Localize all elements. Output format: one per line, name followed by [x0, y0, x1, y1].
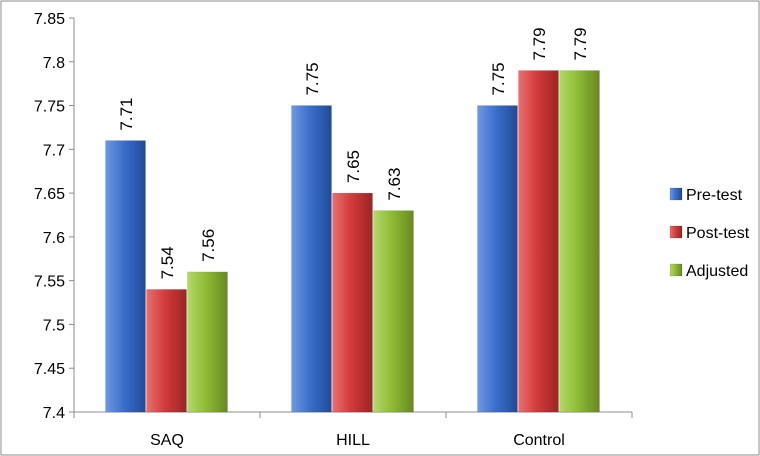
y-tick-label: 7.5	[43, 317, 65, 334]
x-category-label: HILL	[336, 432, 370, 449]
y-tick-label: 7.85	[34, 11, 65, 28]
y-tick-label: 7.7	[43, 142, 65, 159]
legend-swatch	[669, 263, 683, 277]
x-category-label: SAQ	[150, 432, 184, 449]
bar-adjusted-saq	[187, 271, 228, 413]
data-label: 7.75	[489, 62, 508, 95]
data-label: 7.56	[199, 229, 218, 262]
x-category-label: Control	[513, 432, 565, 449]
bar-adjusted-control	[559, 70, 600, 413]
bar-adjusted-hill	[373, 210, 414, 413]
legend-label: Post-test	[686, 225, 750, 242]
y-tick-label: 7.4	[43, 405, 65, 422]
y-tick-label: 7.45	[34, 361, 65, 378]
data-label: 7.54	[158, 246, 177, 279]
axes-group: 7.4 7.45 7.5 7.55 7.6 7.65 7.7 7.75 7.8 7.85 SAQ HI…	[34, 11, 633, 449]
bar-pre-test-control	[477, 105, 518, 413]
bar-pre-test-hill	[291, 105, 332, 413]
y-tick-label: 7.75	[34, 99, 65, 116]
data-label: 7.75	[303, 62, 322, 95]
y-tick-label: 7.55	[34, 274, 65, 291]
legend-swatch	[669, 187, 683, 201]
data-label: 7.79	[530, 27, 549, 60]
data-label: 7.63	[385, 168, 404, 201]
y-tick-label: 7.65	[34, 186, 65, 203]
data-label: 7.71	[117, 97, 136, 130]
legend-label: Pre-test	[686, 187, 743, 204]
legend-label: Adjusted	[686, 263, 748, 280]
legend: Pre-test Post-test Adjusted	[669, 187, 750, 280]
bar-post-test-hill	[332, 192, 373, 413]
data-labels-group: 7.71 7.54 7.56 7.75 7.65 7.63 7.75 7.79 7.79	[117, 27, 590, 279]
bars-group	[105, 70, 600, 413]
bar-post-test-control	[518, 70, 559, 413]
data-label: 7.65	[344, 150, 363, 183]
y-tick-label: 7.6	[43, 230, 65, 247]
data-label: 7.79	[571, 27, 590, 60]
legend-swatch	[669, 225, 683, 239]
y-tick-label: 7.8	[43, 55, 65, 72]
bar-post-test-saq	[146, 289, 187, 413]
bar-pre-test-saq	[105, 140, 146, 413]
